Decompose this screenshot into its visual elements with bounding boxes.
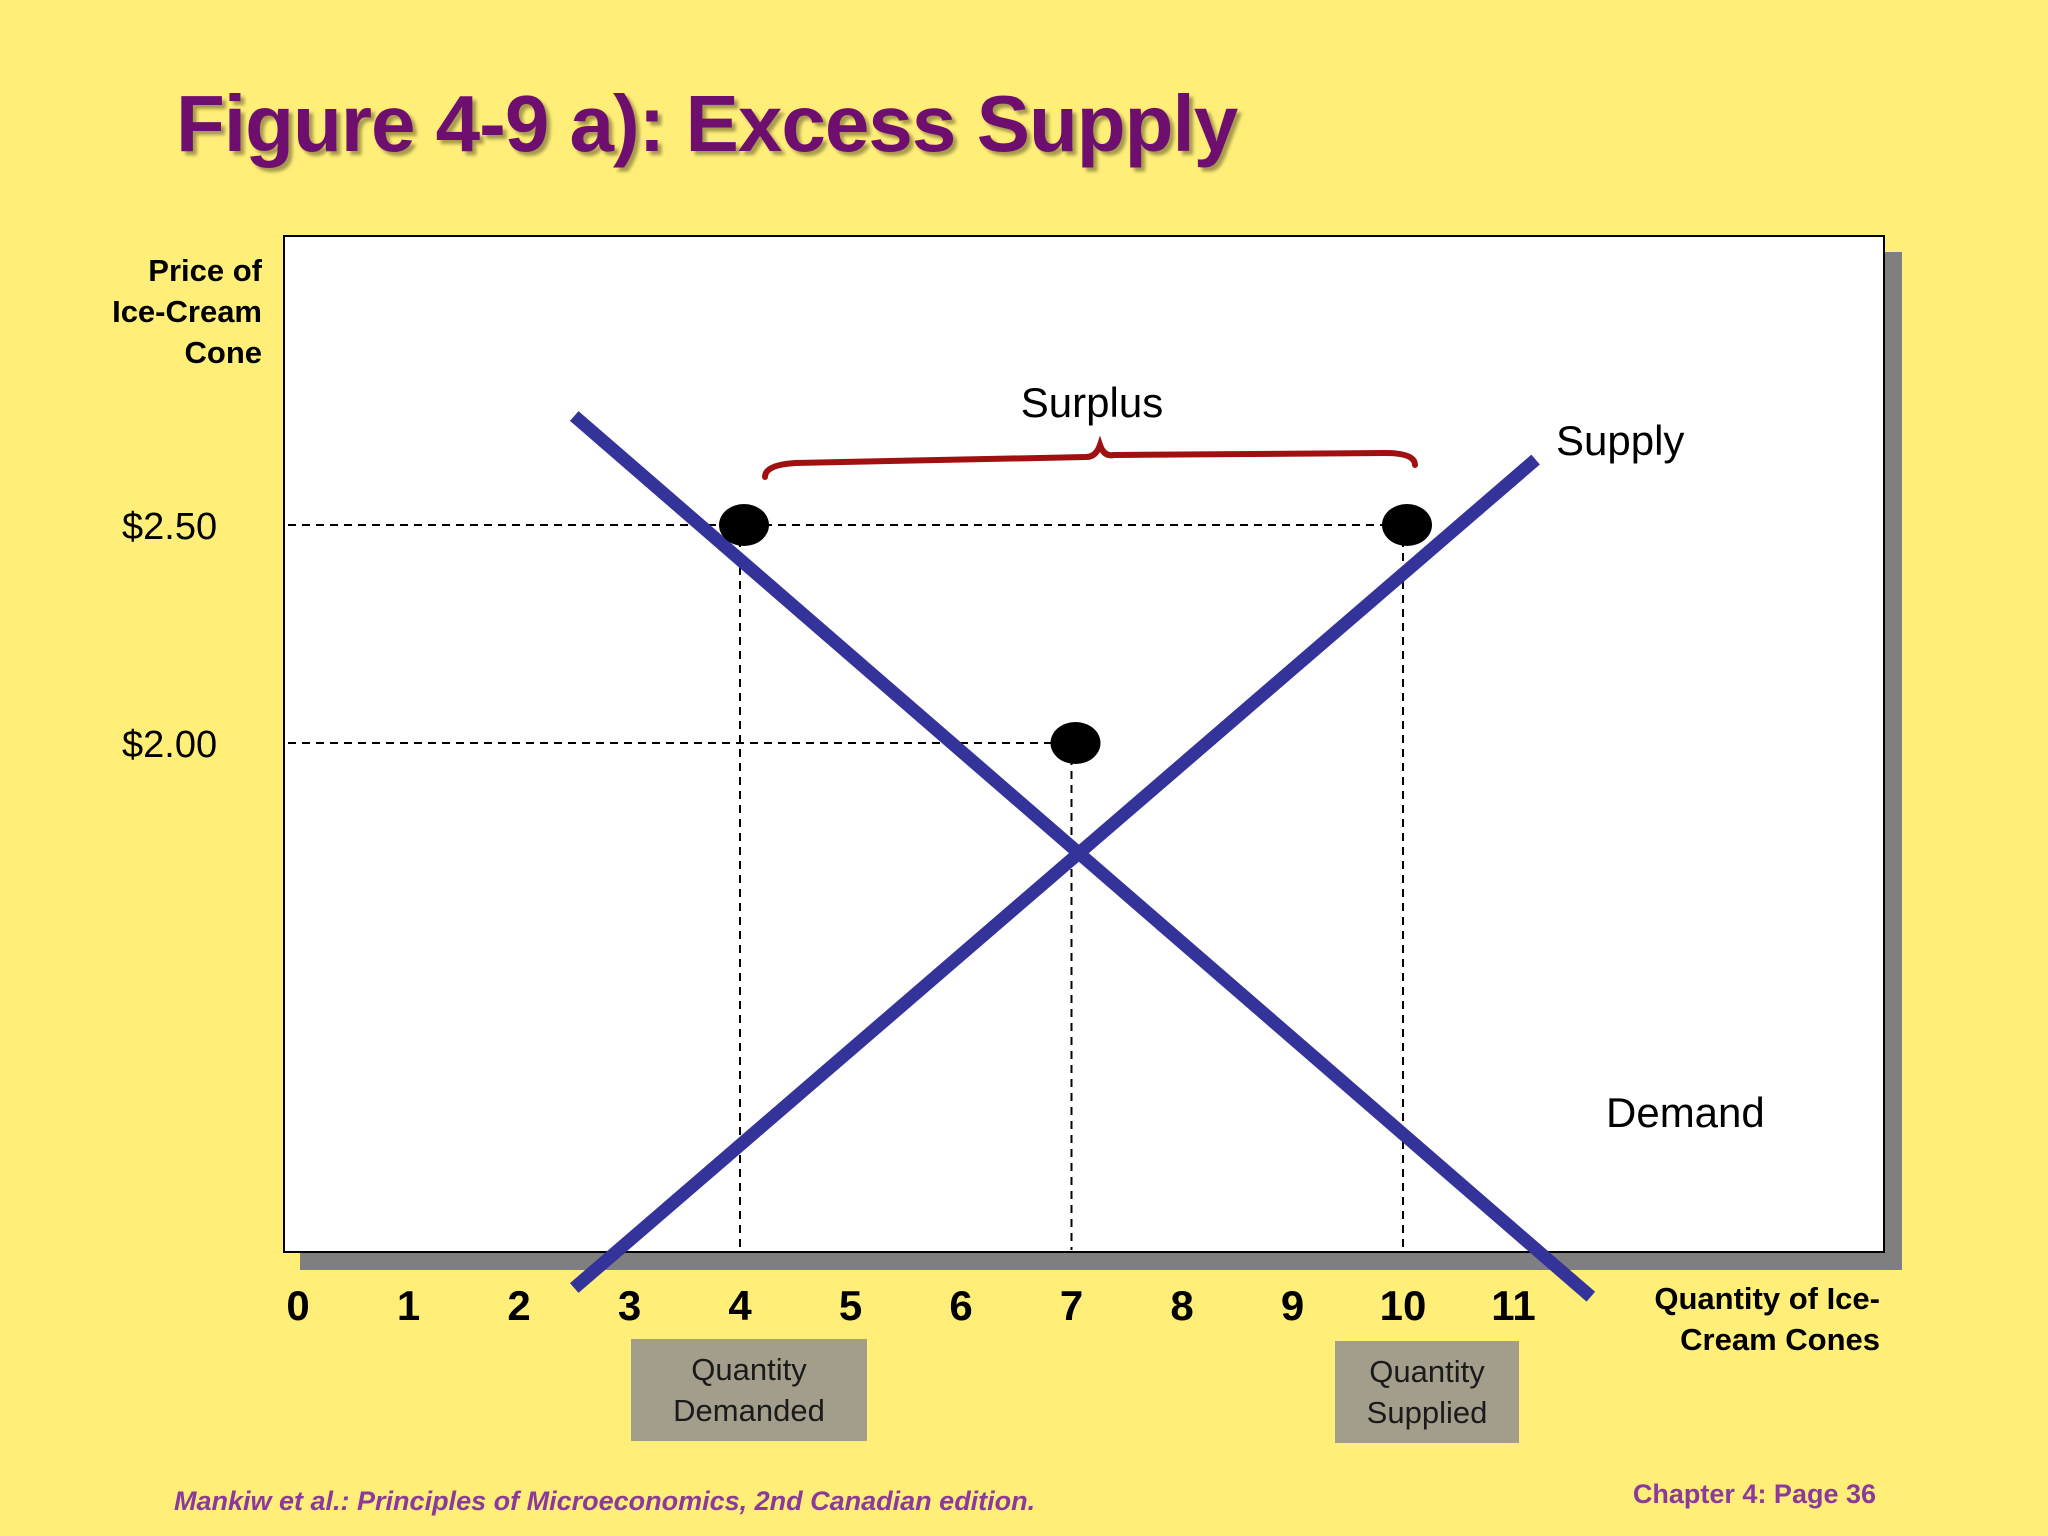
surplus-brace: [762, 435, 1418, 480]
x-tick-label-3: 3: [618, 1282, 641, 1329]
footer-page-number: Chapter 4: Page 36: [1632, 1479, 1876, 1509]
demand-curve-label: Demand: [1606, 1089, 1765, 1136]
quantity-demanded-label: Quantity Demanded: [631, 1339, 867, 1441]
x-tick-label-4: 4: [728, 1282, 752, 1329]
x-tick-label-8: 8: [1170, 1282, 1193, 1329]
x-tick-label-7: 7: [1060, 1282, 1083, 1329]
x-axis-title-line-1: Quantity of Ice-: [1654, 1281, 1880, 1316]
y-axis-title-line-2: Ice-Cream: [112, 294, 262, 329]
x-tick-label-6: 6: [949, 1282, 972, 1329]
x-tick-label-2: 2: [507, 1282, 530, 1329]
y-axis-title-line-1: Price of: [148, 253, 262, 288]
x-tick-label-0: 0: [286, 1282, 309, 1329]
marked-point-2: [1050, 722, 1101, 764]
quantity-supplied-label: Quantity Supplied: [1335, 1341, 1519, 1443]
supply-curve-label: Supply: [1556, 417, 1684, 464]
surplus-label: Surplus: [1021, 379, 1163, 426]
y-axis-title: Price of Ice-Cream Cone: [60, 250, 262, 373]
x-axis-title-line-2: Cream Cones: [1680, 1322, 1880, 1357]
y-axis-title-line-3: Cone: [184, 335, 263, 370]
x-tick-label-9: 9: [1281, 1282, 1304, 1329]
slide-title: Figure 4-9 a): Excess Supply: [176, 79, 1238, 168]
x-tick-label-11: 11: [1491, 1282, 1535, 1329]
x-axis-title: Quantity of Ice- Cream Cones: [1580, 1278, 1880, 1360]
supply-curve: [570, 454, 1540, 1293]
x-tick-label-10: 10: [1380, 1282, 1427, 1329]
footer-source: Mankiw et al.: Principles of Microeconom…: [174, 1486, 1036, 1516]
y-tick-label-1: $2.50: [122, 506, 217, 548]
marked-point-0: [719, 504, 769, 546]
x-tick-label-5: 5: [839, 1282, 862, 1329]
x-tick-label-1: 1: [397, 1282, 420, 1329]
marked-point-1: [1382, 504, 1432, 546]
demand-curve: [569, 411, 1596, 1302]
y-tick-label-0: $2.00: [122, 724, 217, 766]
